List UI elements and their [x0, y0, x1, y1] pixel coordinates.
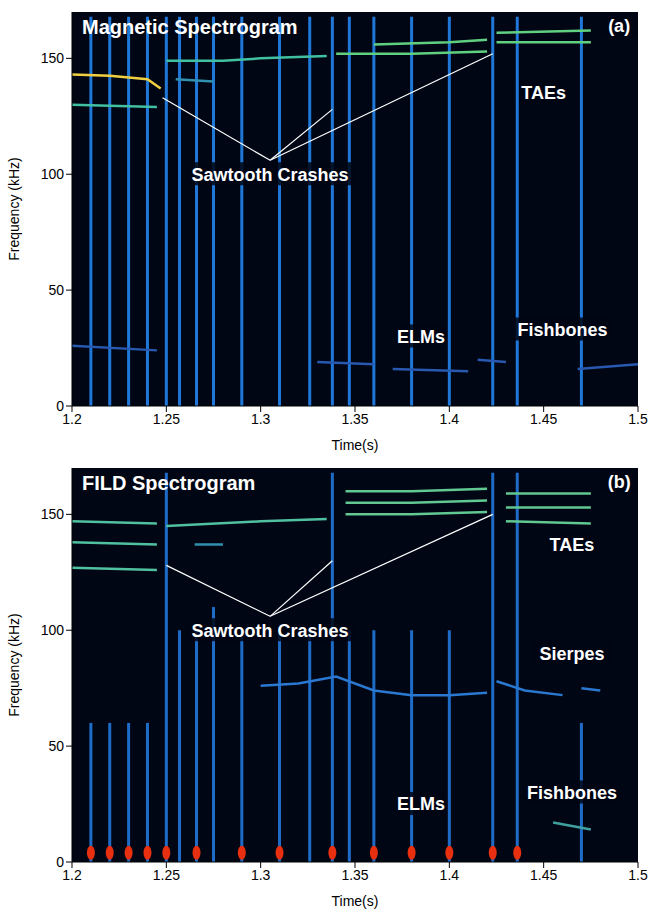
svg-text:50: 50 — [48, 282, 64, 298]
svg-text:0: 0 — [56, 854, 64, 870]
svg-text:1.35: 1.35 — [341, 411, 368, 427]
svg-text:Frequency (kHz): Frequency (kHz) — [6, 613, 22, 716]
svg-text:1.5: 1.5 — [628, 411, 648, 427]
svg-text:1.2: 1.2 — [62, 867, 82, 883]
svg-text:1.45: 1.45 — [530, 867, 557, 883]
svg-text:50: 50 — [48, 738, 64, 754]
svg-text:1.3: 1.3 — [251, 411, 271, 427]
svg-text:1.25: 1.25 — [153, 867, 180, 883]
svg-text:Time(s): Time(s) — [332, 893, 379, 909]
svg-text:TAEs: TAEs — [550, 535, 595, 555]
svg-text:Sawtooth Crashes: Sawtooth Crashes — [192, 621, 349, 641]
svg-text:150: 150 — [41, 506, 65, 522]
svg-text:1.5: 1.5 — [628, 867, 648, 883]
svg-text:ELMs: ELMs — [397, 794, 445, 814]
svg-text:150: 150 — [41, 50, 65, 66]
svg-text:1.4: 1.4 — [440, 867, 460, 883]
svg-text:1.4: 1.4 — [440, 411, 460, 427]
svg-text:1.25: 1.25 — [153, 411, 180, 427]
svg-text:Sawtooth Crashes: Sawtooth Crashes — [192, 165, 349, 185]
svg-text:100: 100 — [41, 622, 65, 638]
svg-text:1.35: 1.35 — [341, 867, 368, 883]
svg-text:TAEs: TAEs — [521, 83, 566, 103]
svg-text:1.45: 1.45 — [530, 411, 557, 427]
svg-text:Fishbones: Fishbones — [518, 320, 608, 340]
svg-text:1.2: 1.2 — [62, 411, 82, 427]
svg-text:Sierpes: Sierpes — [539, 644, 604, 664]
svg-text:Time(s): Time(s) — [332, 437, 379, 453]
svg-text:(a): (a) — [608, 16, 630, 36]
svg-text:1.3: 1.3 — [251, 867, 271, 883]
svg-text:(b): (b) — [608, 472, 631, 492]
svg-text:Magnetic Spectrogram: Magnetic Spectrogram — [82, 16, 298, 38]
svg-text:FILD Spectrogram: FILD Spectrogram — [82, 472, 255, 494]
svg-text:0: 0 — [56, 398, 64, 414]
svg-text:100: 100 — [41, 166, 65, 182]
svg-text:Frequency (kHz): Frequency (kHz) — [6, 157, 22, 260]
svg-text:ELMs: ELMs — [397, 327, 445, 347]
svg-text:Fishbones: Fishbones — [527, 783, 617, 803]
